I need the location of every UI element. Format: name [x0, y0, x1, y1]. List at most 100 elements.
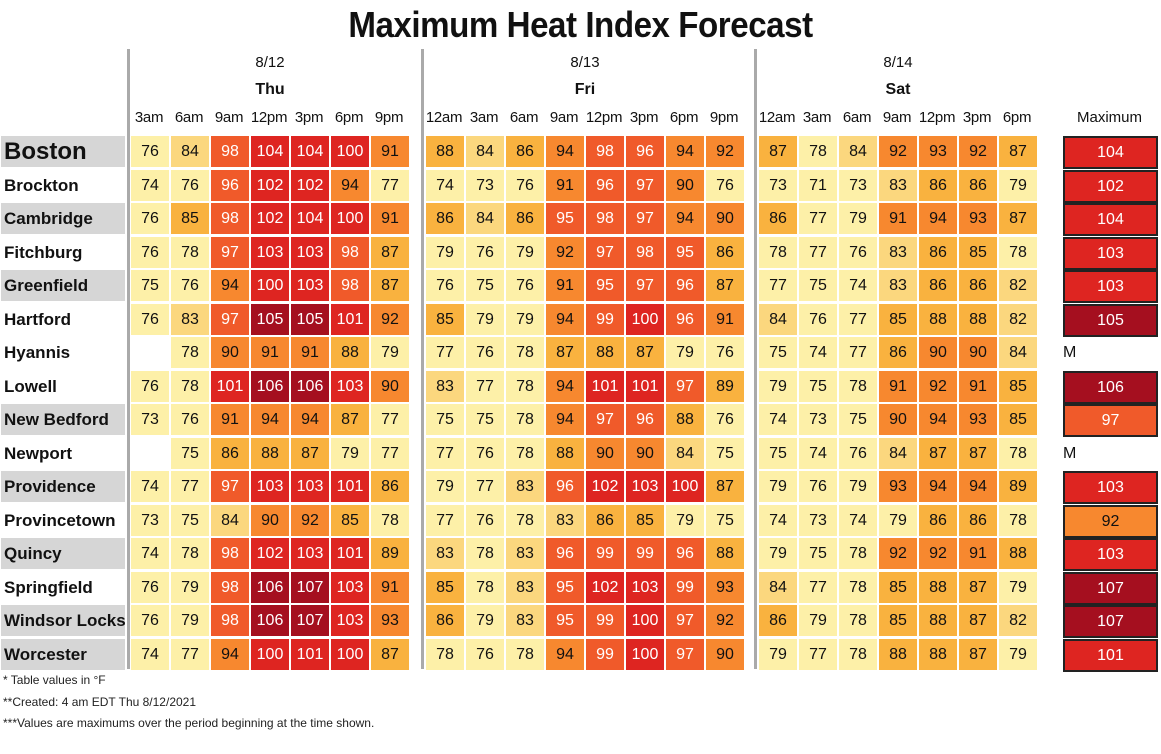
- day-separator: [421, 49, 424, 669]
- heat-index-cell: 83: [546, 505, 584, 536]
- heat-index-cell: 77: [426, 337, 464, 368]
- day-date: 8/14: [883, 54, 913, 71]
- heat-index-cell: 94: [919, 203, 957, 234]
- city-label: Boston: [1, 136, 125, 167]
- heat-index-cell: 86: [759, 203, 797, 234]
- heat-index-cell: 87: [291, 438, 329, 469]
- heat-index-cell: 91: [371, 203, 409, 234]
- heat-index-cell: 78: [171, 538, 209, 569]
- heat-index-cell: 92: [879, 136, 917, 167]
- footnote: ***Values are maximums over the period b…: [3, 716, 375, 730]
- heat-index-cell: 105: [291, 304, 329, 335]
- maximum-cell: 97: [1063, 404, 1158, 437]
- heat-index-cell: 83: [879, 237, 917, 268]
- heat-index-cell: 74: [131, 471, 169, 502]
- heat-index-cell: 87: [706, 471, 744, 502]
- maximum-cell: 107: [1063, 572, 1158, 605]
- heat-index-cell: 91: [959, 538, 997, 569]
- heat-index-cell: 76: [466, 639, 504, 670]
- day-separator: [754, 49, 757, 669]
- heat-index-cell: 86: [919, 237, 957, 268]
- heat-index-cell: 74: [131, 639, 169, 670]
- heat-index-cell: 75: [759, 438, 797, 469]
- heat-index-cell: 101: [626, 371, 664, 402]
- heat-index-cell: 85: [171, 203, 209, 234]
- heat-index-cell: 76: [466, 337, 504, 368]
- heat-index-cell: 78: [506, 404, 544, 435]
- heat-index-cell: 96: [626, 136, 664, 167]
- heat-index-cell: 88: [919, 639, 957, 670]
- city-label: Cambridge: [1, 203, 125, 234]
- heat-index-cell: 88: [919, 304, 957, 335]
- heat-index-cell: 94: [546, 304, 584, 335]
- heat-index-cell: 76: [171, 270, 209, 301]
- hour-label: 6pm: [669, 109, 699, 126]
- heat-index-cell: 76: [799, 471, 837, 502]
- heat-index-cell: 106: [251, 371, 289, 402]
- maximum-header: Maximum: [1076, 109, 1142, 126]
- heat-index-cell: 75: [131, 270, 169, 301]
- heat-index-cell: 90: [371, 371, 409, 402]
- heat-index-cell: 94: [919, 471, 957, 502]
- city-label: Springfield: [4, 578, 93, 597]
- heat-index-cell: 97: [666, 371, 704, 402]
- heat-index-cell: 84: [466, 136, 504, 167]
- heat-index-cell: 103: [251, 471, 289, 502]
- heat-index-cell: 75: [706, 438, 744, 469]
- heat-index-cell: 78: [759, 237, 797, 268]
- city-label: Fitchburg: [4, 243, 83, 262]
- heat-index-cell: 96: [211, 170, 249, 201]
- heat-index-cell: 97: [211, 304, 249, 335]
- heat-index-cell: 95: [586, 270, 624, 301]
- maximum-cell: 104: [1063, 203, 1158, 236]
- heat-index-cell: 90: [251, 505, 289, 536]
- heat-index-cell: 76: [466, 505, 504, 536]
- heat-index-cell: 76: [131, 605, 169, 636]
- heat-index-cell: 86: [371, 471, 409, 502]
- heat-index-cell: 87: [626, 337, 664, 368]
- heat-index-cell: 87: [371, 270, 409, 301]
- city-label: Hartford: [4, 310, 72, 329]
- hour-label: 12am: [758, 109, 796, 126]
- heat-index-cell: 92: [959, 136, 997, 167]
- heat-index-cell: 103: [331, 572, 369, 603]
- heat-index-cell: 97: [666, 605, 704, 636]
- heat-index-cell: 82: [999, 270, 1037, 301]
- heat-index-cell: 97: [211, 237, 249, 268]
- heat-index-cell: 74: [799, 337, 837, 368]
- heat-index-cell: 104: [251, 136, 289, 167]
- heat-index-cell: 74: [839, 270, 877, 301]
- heat-index-cell: 94: [291, 404, 329, 435]
- heat-index-cell: 73: [131, 404, 169, 435]
- heat-index-cell: 98: [586, 203, 624, 234]
- heat-index-cell: 98: [211, 203, 249, 234]
- heat-index-cell: 77: [466, 371, 504, 402]
- heat-index-cell: 76: [466, 438, 504, 469]
- heat-index-cell: 93: [371, 605, 409, 636]
- heat-index-cell: 90: [211, 337, 249, 368]
- heat-index-cell: 103: [626, 471, 664, 502]
- heat-index-cell: 91: [371, 136, 409, 167]
- hour-label: 6am: [842, 109, 872, 126]
- heat-index-cell: 93: [919, 136, 957, 167]
- heat-index-cell: 92: [291, 505, 329, 536]
- heat-index-cell: 94: [211, 270, 249, 301]
- heat-index-cell: 102: [251, 170, 289, 201]
- heat-index-cell: 84: [211, 505, 249, 536]
- heat-index-cell: 78: [506, 639, 544, 670]
- heat-index-cell: 100: [331, 203, 369, 234]
- heat-index-cell: 88: [666, 404, 704, 435]
- heat-index-cell: 77: [839, 337, 877, 368]
- heat-index-cell: 106: [291, 371, 329, 402]
- heat-index-cell: 86: [506, 203, 544, 234]
- heat-index-cell: 79: [759, 639, 797, 670]
- heat-index-cell: 88: [879, 639, 917, 670]
- day-name: Fri: [574, 81, 596, 98]
- heat-index-cell: 76: [131, 371, 169, 402]
- city-label: Hyannis: [4, 343, 71, 362]
- heat-index-cell: 90: [706, 639, 744, 670]
- hour-label: 12pm: [250, 109, 288, 126]
- heat-index-cell: 83: [879, 270, 917, 301]
- heat-index-cell: 76: [799, 304, 837, 335]
- maximum-cell: 103: [1063, 538, 1158, 571]
